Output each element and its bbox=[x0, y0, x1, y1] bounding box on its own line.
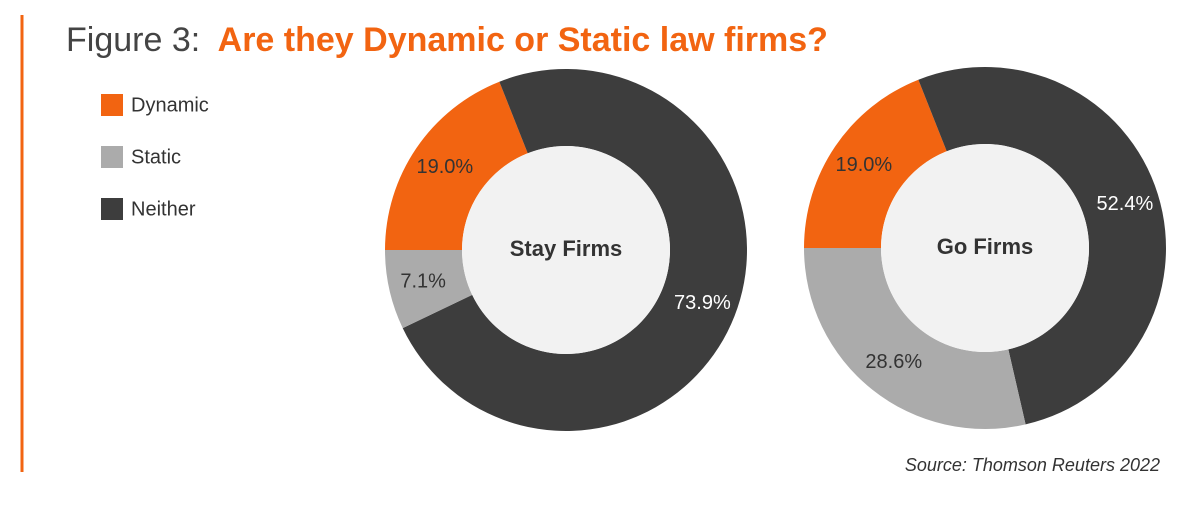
charts: 19.0% 73.9% 7.1% Stay Firms 19.0% 52.4% 28.6% G… bbox=[385, 67, 1166, 432]
value-label: 28.6% bbox=[865, 351, 922, 373]
value-label: 7.1% bbox=[400, 271, 446, 293]
value-label: 19.0% bbox=[835, 154, 892, 176]
figure-title: Are they Dynamic or Static law firms? bbox=[218, 21, 828, 59]
legend-swatch bbox=[101, 94, 123, 116]
value-label: 19.0% bbox=[416, 156, 473, 178]
legend-label: Dynamic bbox=[131, 94, 209, 116]
value-label: 52.4% bbox=[1097, 193, 1154, 215]
figure-label: Figure 3: bbox=[66, 21, 200, 59]
figure-heading: Figure 3: Are they Dynamic or Static law… bbox=[66, 21, 828, 59]
donut-segment bbox=[918, 67, 1166, 425]
value-label: 73.9% bbox=[674, 292, 731, 314]
legend: Dynamic Static Neither bbox=[101, 94, 209, 220]
donut-segment bbox=[804, 248, 1026, 430]
legend-label: Static bbox=[131, 146, 181, 168]
source-note: Source: Thomson Reuters 2022 bbox=[905, 455, 1160, 475]
donut-segment bbox=[385, 81, 528, 251]
legend-swatch bbox=[101, 146, 123, 168]
chart-title: Stay Firms bbox=[510, 236, 623, 261]
donut-hole bbox=[881, 144, 1089, 352]
legend-swatch bbox=[101, 198, 123, 220]
donut-segment bbox=[385, 250, 473, 329]
chart-title: Go Firms bbox=[937, 234, 1034, 259]
legend-label: Neither bbox=[131, 198, 196, 220]
donut-segment bbox=[804, 79, 947, 249]
donut-hole bbox=[462, 146, 670, 354]
donut-segment bbox=[402, 69, 748, 432]
